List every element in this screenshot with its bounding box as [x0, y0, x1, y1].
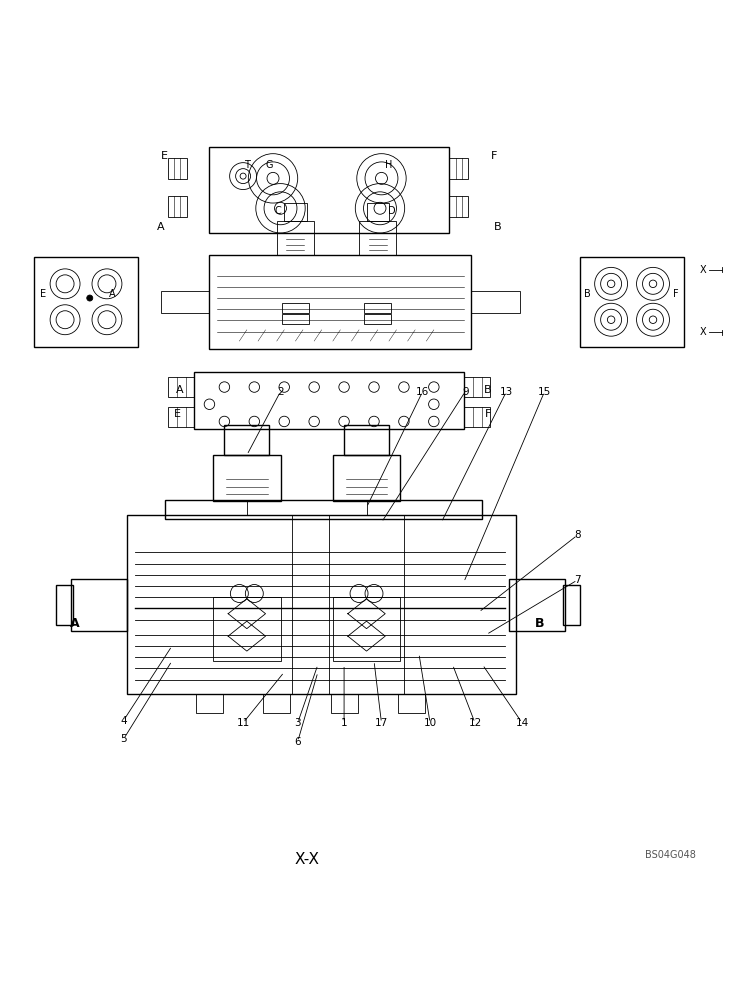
Text: B: B [536, 617, 545, 630]
Text: 9: 9 [462, 387, 468, 397]
Text: X-X: X-X [294, 852, 319, 867]
Bar [331, 694, 358, 713]
Bar [364, 303, 391, 313]
Bar [56, 585, 73, 625]
Text: F: F [485, 409, 491, 419]
Circle shape [87, 295, 93, 301]
Text: BS04G048: BS04G048 [645, 850, 696, 860]
Bar [209, 147, 449, 233]
Bar [213, 455, 280, 501]
Bar [284, 203, 307, 221]
Text: E: E [174, 409, 181, 419]
Bar [359, 221, 396, 255]
Bar [161, 291, 209, 313]
Text: H: H [385, 160, 393, 170]
Text: 10: 10 [423, 718, 437, 728]
Text: X: X [700, 265, 706, 275]
Bar [333, 597, 400, 661]
Bar [168, 407, 194, 427]
Bar [127, 515, 516, 694]
Text: 5: 5 [120, 734, 126, 744]
Text: T: T [244, 160, 250, 170]
Text: 15: 15 [538, 387, 551, 397]
Bar [282, 314, 309, 324]
Text: E: E [161, 151, 168, 161]
Text: 13: 13 [500, 387, 513, 397]
Bar [398, 694, 425, 713]
Text: B: B [494, 222, 501, 232]
Text: 4: 4 [120, 716, 126, 726]
Bar [509, 579, 565, 631]
Bar [277, 221, 314, 255]
Bar [168, 377, 194, 397]
Text: 1: 1 [341, 718, 347, 728]
Text: 16: 16 [416, 387, 429, 397]
Bar [194, 372, 464, 429]
Text: B: B [484, 385, 491, 395]
Bar [168, 158, 187, 179]
Text: E: E [40, 289, 46, 299]
Bar [449, 158, 468, 179]
Bar [364, 314, 391, 324]
Text: 6: 6 [295, 737, 301, 747]
Bar [449, 196, 468, 217]
Bar [196, 694, 223, 713]
Bar [224, 425, 269, 455]
Bar [165, 500, 482, 519]
Bar [34, 257, 138, 347]
Bar [213, 597, 280, 661]
Text: B: B [583, 289, 591, 299]
Text: 11: 11 [236, 718, 250, 728]
Bar [263, 694, 290, 713]
Text: A: A [157, 222, 165, 232]
Text: F: F [491, 151, 497, 161]
Bar [333, 455, 400, 501]
Text: A: A [176, 385, 183, 395]
Text: F: F [672, 289, 678, 299]
Bar [168, 196, 187, 217]
Text: D: D [388, 206, 396, 216]
Bar [209, 255, 471, 349]
Text: X: X [700, 327, 706, 337]
Text: 2: 2 [278, 387, 283, 397]
Text: C: C [275, 206, 282, 216]
Bar [344, 425, 389, 455]
Text: A: A [70, 617, 79, 630]
Text: 14: 14 [515, 718, 529, 728]
Bar [71, 579, 127, 631]
Text: 17: 17 [375, 718, 388, 728]
Bar [464, 407, 490, 427]
Bar [464, 377, 490, 397]
Text: 7: 7 [574, 575, 580, 585]
Bar [580, 257, 684, 347]
Bar [367, 203, 389, 221]
Text: 8: 8 [574, 530, 580, 540]
Text: A: A [109, 289, 115, 299]
Bar [471, 291, 520, 313]
Text: 3: 3 [295, 718, 301, 728]
Text: G: G [266, 160, 273, 170]
Bar [563, 585, 580, 625]
Text: 12: 12 [468, 718, 482, 728]
Bar [282, 303, 309, 313]
